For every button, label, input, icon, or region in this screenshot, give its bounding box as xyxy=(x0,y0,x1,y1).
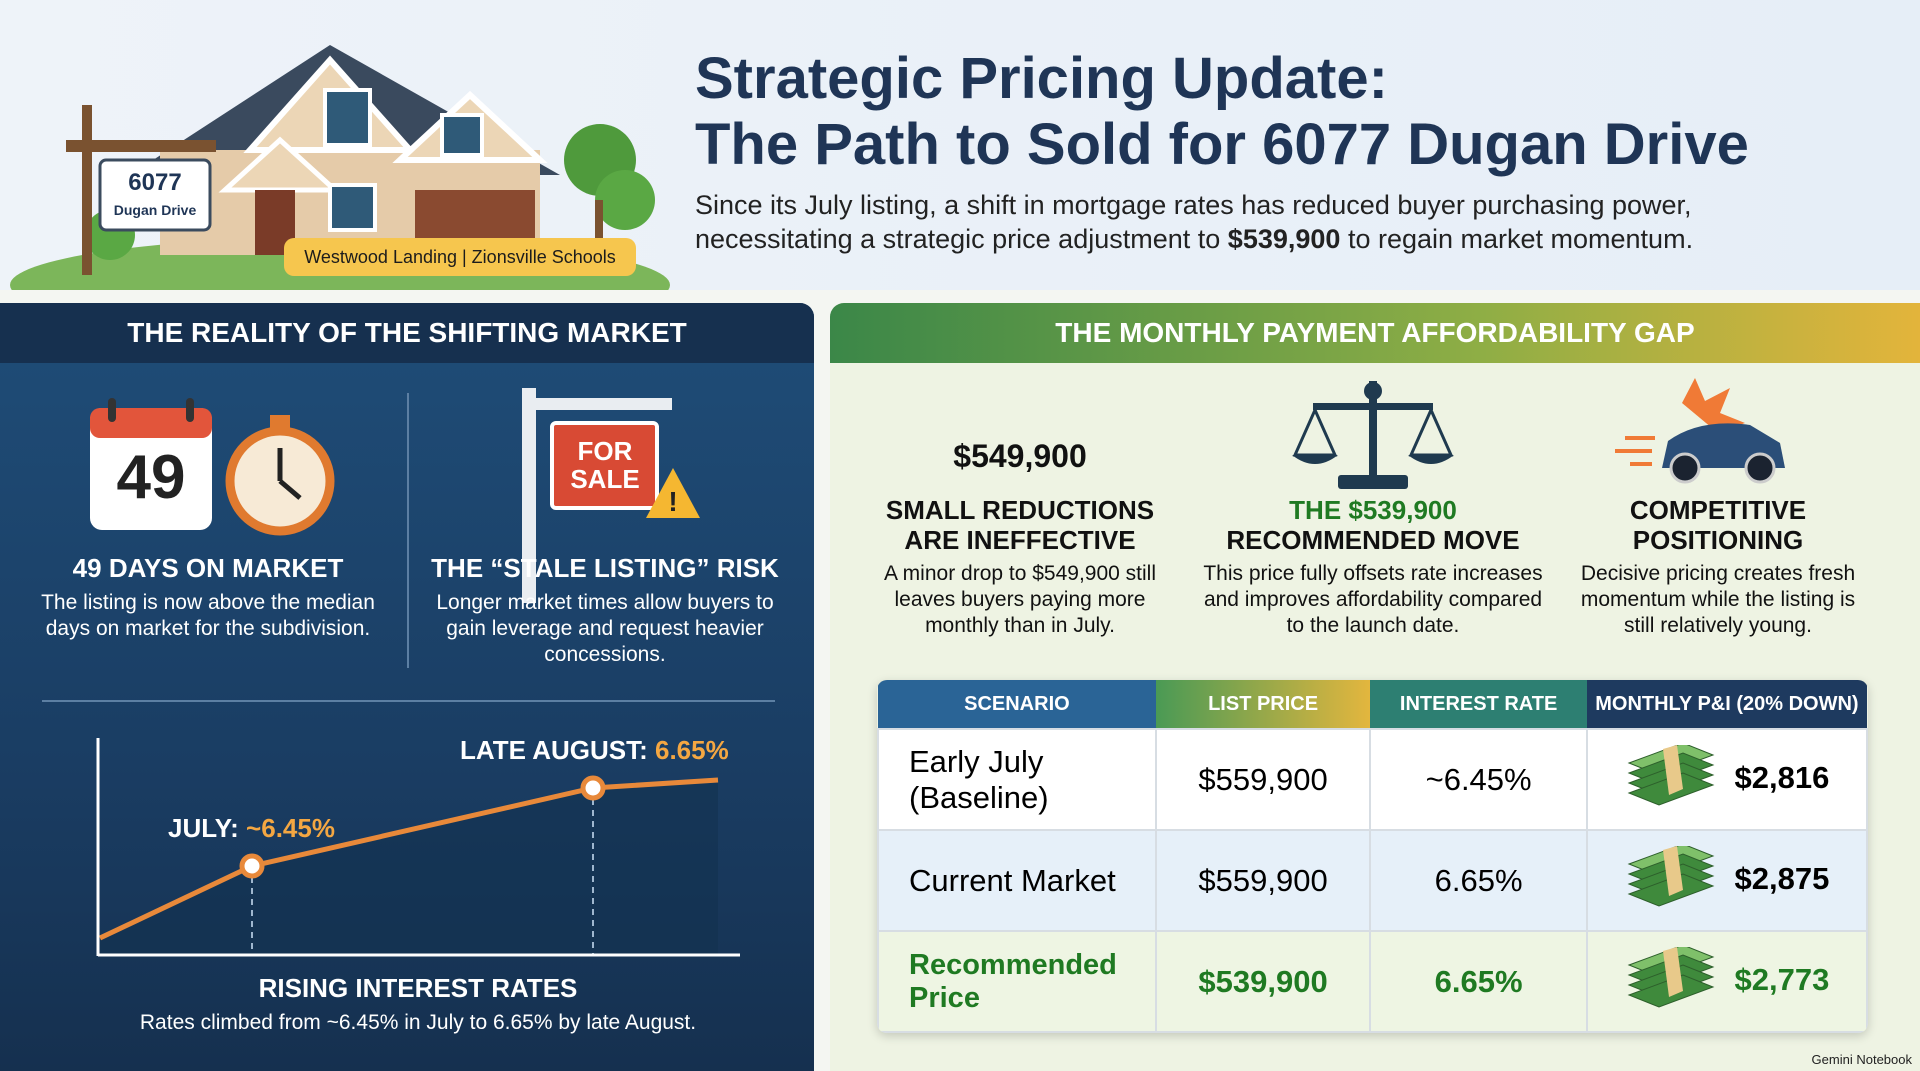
money-stack xyxy=(1627,741,1714,806)
payment-table: SCENARIO LIST PRICE INTEREST RATE MONTHL… xyxy=(877,680,1868,1033)
caption-text: Rates climbed from ~6.45% in July to 6.6… xyxy=(139,1011,697,1034)
cell: ~6.45% xyxy=(1369,728,1588,831)
money-stack xyxy=(1627,943,1714,1008)
subtitle-line: Since its July listing, a shift in mortg… xyxy=(695,190,1692,220)
rates-caption: RISING INTEREST RATES Rates climbed from… xyxy=(0,973,814,1036)
money-icon xyxy=(1625,842,1717,916)
card-text: A minor drop to $549,900 still leaves bu… xyxy=(884,562,1156,637)
card-title: THE “STALE LISTING” RISK xyxy=(431,553,779,583)
cell: $2,816 xyxy=(1734,759,1830,795)
panel-title: THE REALITY OF THE SHIFTING MARKET xyxy=(0,303,814,363)
card-title-highlight: THE $539,900 xyxy=(1289,495,1457,525)
cell: $2,773 xyxy=(1734,961,1830,997)
panel-title: THE MONTHLY PAYMENT AFFORDABILITY GAP xyxy=(830,303,1920,363)
label: JULY: xyxy=(168,813,239,843)
affordability-panel: THE MONTHLY PAYMENT AFFORDABILITY GAP $5… xyxy=(830,303,1920,1071)
title: Strategic Pricing Update: The Path to So… xyxy=(695,46,1749,178)
rate-label: LATE AUGUST: 6.65% xyxy=(460,735,729,766)
card-title: RECOMMENDED MOVE xyxy=(1226,525,1520,555)
cell: $539,900 xyxy=(1154,930,1372,1033)
subtitle-line: necessitating a strategic price adjustme… xyxy=(695,222,1693,256)
cell: 6.65% xyxy=(1369,829,1588,932)
subtitle-text: necessitating a strategic price adjustme… xyxy=(695,224,1221,254)
title-line: The Path to Sold for 6077 Dugan Drive xyxy=(695,112,1749,177)
header: 6077 Dugan Drive Westwood Landing | Zion… xyxy=(0,0,1920,290)
band xyxy=(1662,845,1683,896)
card-text: This price fully offsets rate increases … xyxy=(1203,562,1543,637)
sign-text: FOR xyxy=(578,436,633,466)
card-text: Decisive pricing creates fresh momentum … xyxy=(1580,562,1856,637)
house-illustration: 6077 Dugan Drive Westwood Landing | Zion… xyxy=(10,45,670,290)
svg-text:!: ! xyxy=(668,486,677,517)
footer-brand: Gemini Notebook xyxy=(1811,1052,1912,1067)
band xyxy=(1662,744,1683,795)
cell: $2,875 xyxy=(1734,860,1830,896)
payment-cell: $2,875 xyxy=(1585,829,1868,932)
cell: $559,900 xyxy=(1154,728,1372,831)
subtitle: Since its July listing, a shift in mortg… xyxy=(695,188,1693,256)
payment-cell: $2,773 xyxy=(1585,930,1868,1033)
payment-cell: $2,816 xyxy=(1585,728,1868,831)
money-stack xyxy=(1627,842,1714,907)
market-panel: THE REALITY OF THE SHIFTING MARKET 49 FO… xyxy=(0,303,814,1071)
header-cell: LIST PRICE xyxy=(1155,680,1371,729)
table-row: Early July (Baseline) $559,900 ~6.45% $2… xyxy=(877,728,1868,831)
calendar-number: 49 xyxy=(117,443,186,512)
rate-label: JULY: ~6.45% xyxy=(168,813,335,844)
subtitle-price: $539,900 xyxy=(1227,224,1341,254)
market-graphics: 49 FOR SALE ! xyxy=(42,388,775,957)
header-cell: INTEREST RATE xyxy=(1370,680,1587,729)
header-cell: SCENARIO xyxy=(878,680,1156,729)
positioning-card: COMPETITIVE POSITIONING Decisive pricing… xyxy=(1568,495,1868,639)
card-text: Longer market times allow buyers to gain… xyxy=(436,591,774,666)
price-badge: $549,900 xyxy=(953,438,1087,474)
cell: $559,900 xyxy=(1154,829,1372,932)
reductions-card: SMALL REDUCTIONS ARE INEFFECTIVE A minor… xyxy=(870,495,1170,639)
title-line: Strategic Pricing Update: xyxy=(695,46,1388,111)
affordability-icons xyxy=(1292,378,1785,489)
sign-street: Dugan Drive xyxy=(114,202,197,218)
card-title: COMPETITIVE POSITIONING xyxy=(1629,495,1807,555)
recommended-card: THE $539,900 RECOMMENDED MOVE This price… xyxy=(1195,495,1551,639)
card-text: The listing is now above the median days… xyxy=(41,591,375,640)
value: ~6.45% xyxy=(246,813,335,843)
table-header: SCENARIO LIST PRICE INTEREST RATE MONTHL… xyxy=(878,680,1867,729)
band xyxy=(1662,946,1683,997)
subtitle-text: to regain market momentum. xyxy=(1347,224,1694,254)
card-title: 49 DAYS ON MARKET xyxy=(72,553,344,583)
money-icon xyxy=(1625,741,1717,815)
cell: Recommended Price xyxy=(877,930,1157,1033)
neighborhood-label: Westwood Landing | Zionsville Schools xyxy=(304,247,616,267)
card-title: SMALL REDUCTIONS ARE INEFFECTIVE xyxy=(885,495,1155,555)
money-icon xyxy=(1625,943,1717,1017)
table-row: Current Market $559,900 6.65% $2,875 xyxy=(877,829,1868,932)
cell: Early July (Baseline) xyxy=(877,728,1157,831)
sign-number: 6077 xyxy=(128,169,181,196)
stale-card: THE “STALE LISTING” RISK Longer market t… xyxy=(420,553,790,668)
caption-title: RISING INTEREST RATES xyxy=(258,973,578,1003)
cell: 6.65% xyxy=(1369,930,1588,1033)
sign-text: SALE xyxy=(570,464,639,494)
header-cell: MONTHLY P&I (20% DOWN) xyxy=(1586,680,1867,729)
label: LATE AUGUST: xyxy=(460,735,648,765)
cell: Current Market xyxy=(877,829,1157,932)
table-row: Recommended Price $539,900 6.65% $2,773 xyxy=(877,930,1868,1033)
days-card: 49 DAYS ON MARKET The listing is now abo… xyxy=(38,553,378,642)
value: 6.65% xyxy=(655,735,729,765)
